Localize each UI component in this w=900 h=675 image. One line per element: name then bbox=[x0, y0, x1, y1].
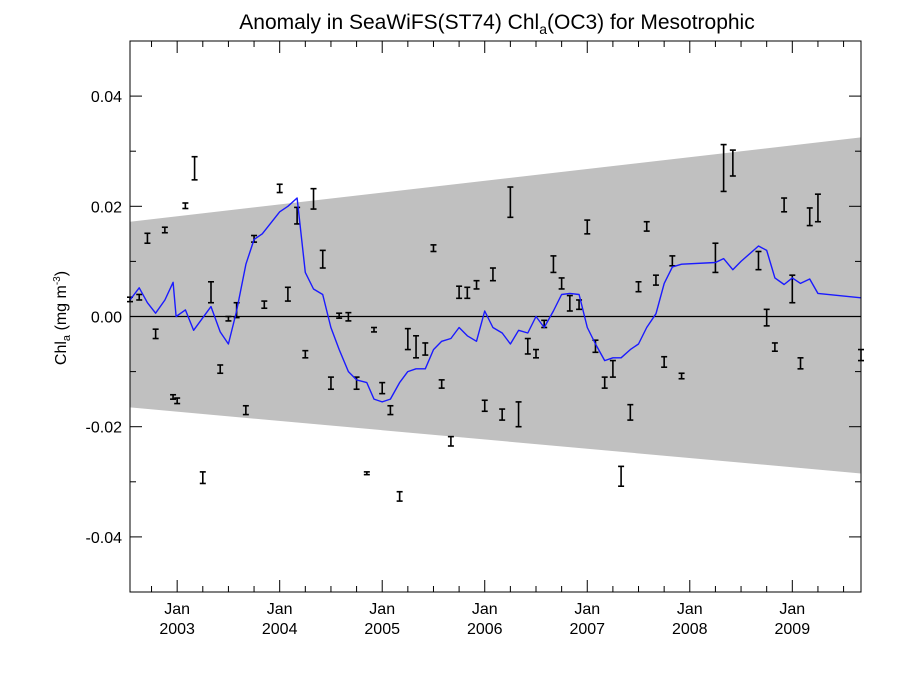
x-tick-label-month: Jan bbox=[779, 601, 805, 618]
x-tick-label-year: 2003 bbox=[159, 621, 195, 638]
error-bar bbox=[806, 207, 813, 227]
x-tick-label-month: Jan bbox=[574, 601, 600, 618]
error-bar bbox=[379, 381, 386, 395]
uncertainty-envelope bbox=[130, 137, 861, 474]
error-bar bbox=[170, 393, 177, 400]
error-bar bbox=[363, 471, 370, 476]
error-bar bbox=[319, 249, 326, 269]
x-tick-label-year: 2008 bbox=[672, 621, 708, 638]
error-bar bbox=[438, 379, 445, 389]
error-bar bbox=[217, 364, 224, 375]
error-bar bbox=[456, 285, 463, 300]
error-bar bbox=[712, 242, 719, 274]
error-bar bbox=[336, 312, 343, 319]
error-bar bbox=[207, 280, 214, 304]
error-bar bbox=[652, 274, 659, 286]
x-tick-label-year: 2006 bbox=[467, 621, 503, 638]
error-bar bbox=[797, 357, 804, 370]
error-bar bbox=[515, 401, 522, 428]
error-bar bbox=[430, 244, 437, 253]
y-axis-ticks: -0.04 -0.02 0.00 0.02 0.04 bbox=[86, 40, 861, 593]
error-bar bbox=[643, 220, 650, 232]
error-bar bbox=[566, 294, 573, 312]
x-axis-ticks: Jan 2003 Jan 2004 Jan 2005 Jan 2006 Jan 2007 Jan 20… bbox=[151, 41, 845, 638]
y-tick-label: -0.04 bbox=[86, 530, 123, 547]
error-bar bbox=[327, 376, 334, 391]
error-bar bbox=[242, 404, 249, 416]
error-bar bbox=[661, 355, 668, 368]
x-tick-label-month: Jan bbox=[369, 601, 395, 618]
x-tick-label-month: Jan bbox=[164, 601, 190, 618]
smoothed-series-line bbox=[129, 197, 862, 403]
error-bar bbox=[499, 408, 506, 421]
error-bar bbox=[771, 342, 778, 353]
error-bar bbox=[558, 277, 565, 290]
error-bar bbox=[609, 359, 616, 378]
error-bar bbox=[532, 348, 539, 359]
x-tick-label-month: Jan bbox=[267, 601, 293, 618]
y-tick-label: 0.02 bbox=[91, 199, 122, 216]
y-tick-label: 0.00 bbox=[91, 310, 122, 327]
x-tick-label-year: 2004 bbox=[262, 621, 298, 638]
error-bar bbox=[464, 286, 471, 300]
error-bar bbox=[387, 404, 394, 416]
error-bar bbox=[618, 465, 625, 488]
error-bar bbox=[310, 187, 317, 210]
error-bar bbox=[601, 376, 608, 389]
error-bar bbox=[294, 206, 301, 225]
y-tick-label: 0.04 bbox=[91, 89, 122, 106]
error-bar bbox=[729, 149, 736, 177]
error-bar bbox=[524, 337, 531, 355]
y-tick-label: -0.02 bbox=[86, 420, 123, 437]
error-bar bbox=[550, 255, 557, 274]
error-bar bbox=[199, 471, 206, 485]
error-bar bbox=[422, 342, 429, 356]
error-bar bbox=[584, 219, 591, 235]
x-tick-label-month: Jan bbox=[677, 601, 703, 618]
x-tick-label-year: 2009 bbox=[775, 621, 811, 638]
error-bar bbox=[345, 311, 352, 322]
error-bar bbox=[161, 226, 168, 234]
error-bar bbox=[763, 308, 770, 327]
error-bar bbox=[413, 334, 420, 359]
error-bar bbox=[404, 327, 411, 351]
error-bar bbox=[261, 300, 268, 310]
error-bar bbox=[174, 397, 181, 405]
error-bar bbox=[473, 279, 480, 290]
error-bar bbox=[781, 197, 788, 213]
error-bar bbox=[136, 293, 143, 301]
error-bar bbox=[789, 274, 796, 304]
error-bar bbox=[678, 372, 685, 380]
x-tick-label-year: 2005 bbox=[364, 621, 400, 638]
error-bar bbox=[302, 349, 309, 359]
error-bar bbox=[182, 202, 189, 210]
chart-title: Anomaly in SeaWiFS(ST74) Chla(OC3) for M… bbox=[239, 11, 754, 37]
error-bar bbox=[152, 328, 159, 340]
error-bar bbox=[481, 399, 488, 413]
error-bar bbox=[447, 435, 454, 447]
error-bar bbox=[627, 403, 634, 421]
error-bar bbox=[489, 267, 496, 282]
error-bar bbox=[225, 315, 232, 322]
y-axis-label: Chla (mg m-3) bbox=[52, 271, 73, 365]
error-bar bbox=[284, 286, 291, 302]
error-bar bbox=[371, 326, 378, 333]
error-bars bbox=[127, 143, 864, 502]
error-bar bbox=[814, 193, 821, 223]
error-bar bbox=[276, 183, 283, 194]
error-bar bbox=[635, 280, 642, 293]
error-bar bbox=[507, 186, 514, 219]
error-bar bbox=[191, 155, 198, 181]
error-bar bbox=[720, 143, 727, 193]
plot-area: -0.04-0.020.000.020.04 Jan2003Jan2004Jan… bbox=[86, 40, 864, 638]
error-bar bbox=[755, 250, 762, 271]
error-bar bbox=[396, 490, 403, 502]
error-bar bbox=[144, 232, 151, 245]
x-tick-label-month: Jan bbox=[472, 601, 498, 618]
x-tick-label-year: 2007 bbox=[569, 621, 605, 638]
